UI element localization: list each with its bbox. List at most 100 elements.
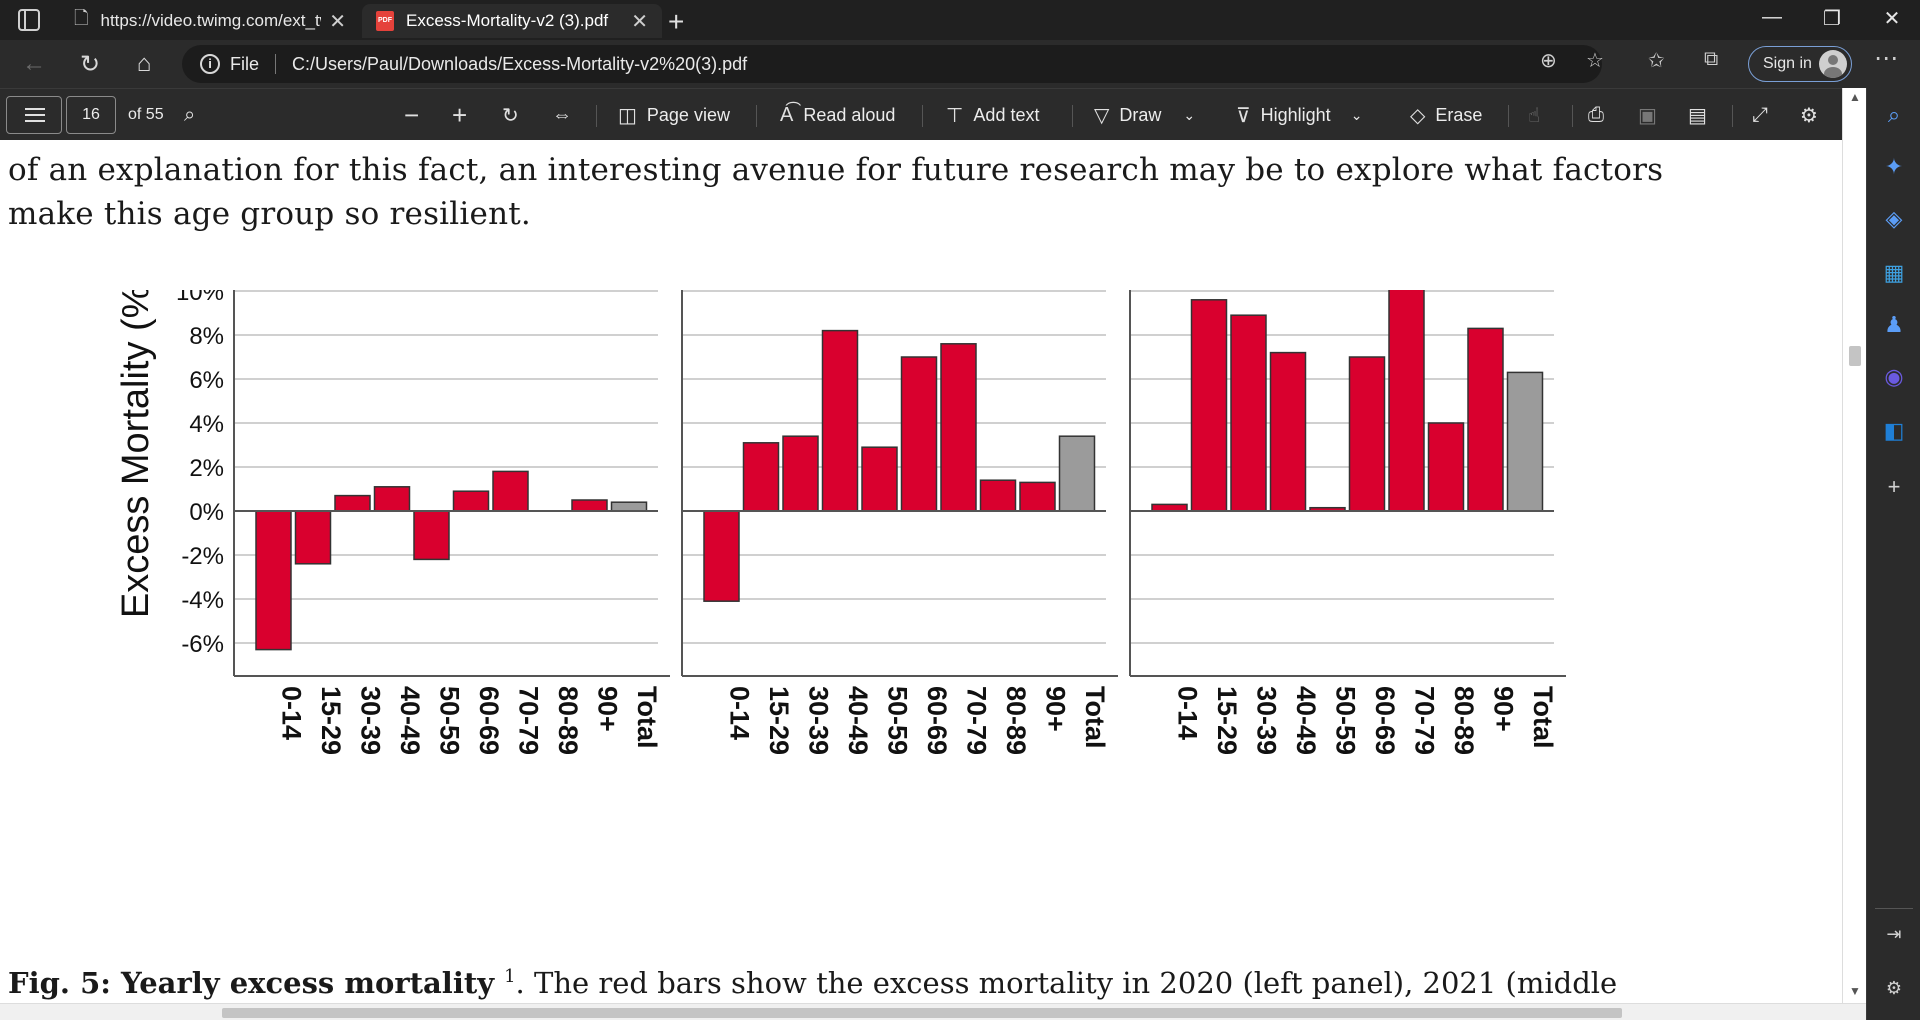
y-tick-label: 6% <box>189 367 224 394</box>
fullscreen-icon[interactable]: ⤢ <box>1752 103 1768 126</box>
add-favorite-icon[interactable]: ☆ <box>1586 50 1604 72</box>
search-icon[interactable]: ⌕ <box>184 103 196 126</box>
zoom-icon[interactable]: ⊕ <box>1540 50 1557 72</box>
erase-button[interactable]: ◇ Erase <box>1410 104 1483 127</box>
add-text-icon: ⊤ <box>946 104 964 127</box>
x-tick-label: 60-69 <box>1370 686 1400 755</box>
bar <box>1467 327 1504 512</box>
x-tick-label: 80-89 <box>553 686 583 755</box>
draw-icon: ▽ <box>1094 104 1110 127</box>
x-tick-label: Total <box>632 686 662 749</box>
hide-sidebar-icon[interactable]: ⇥ <box>1886 924 1902 944</box>
chevron-down-icon: ⌄ <box>1350 106 1363 123</box>
x-tick-label: 90+ <box>593 686 623 732</box>
scroll-thumb[interactable] <box>222 1008 1622 1018</box>
search-icon[interactable]: ⌕ <box>1887 102 1901 127</box>
bar <box>1230 314 1267 512</box>
draw-button[interactable]: ▽ Draw ⌄ <box>1094 104 1196 127</box>
divider <box>1508 105 1509 127</box>
vertical-scrollbar[interactable]: ▲ ▼ <box>1842 88 1866 1003</box>
divider <box>1875 908 1913 909</box>
divider <box>1072 105 1073 127</box>
more-icon[interactable]: ⋯ <box>1874 45 1898 72</box>
settings-icon[interactable]: ⚙ <box>1885 978 1903 998</box>
x-tick-label: 50-59 <box>883 686 913 755</box>
highlight-button[interactable]: ⊽ Highlight ⌄ <box>1236 104 1363 127</box>
fit-width-icon[interactable]: ⇔ <box>552 103 572 126</box>
divider <box>922 105 923 127</box>
divider <box>275 54 277 74</box>
bar <box>782 435 819 512</box>
refresh-icon[interactable]: ↻ <box>79 51 101 78</box>
close-icon[interactable]: ✕ <box>631 10 648 33</box>
collections-icon[interactable]: ⧉ <box>1704 48 1719 70</box>
bar <box>703 510 740 602</box>
horizontal-scrollbar[interactable] <box>0 1003 1866 1020</box>
caption-text: . The red bars show the excess mortality… <box>515 966 1618 1000</box>
save-as-icon[interactable]: ▤ <box>1688 104 1707 127</box>
window-close-icon[interactable]: ✕ <box>1883 8 1901 30</box>
copilot-icon[interactable]: ✦ <box>1884 154 1904 179</box>
close-icon[interactable]: ✕ <box>329 10 346 33</box>
tab-twimg[interactable]: 🗋 https://video.twimg.com/ext_tw_ ✕ <box>60 4 360 38</box>
read-aloud-button[interactable]: A͡ Read aloud <box>780 103 896 126</box>
pdf-toolbar: 16 of 55 ⌕ − + ↻ ⇔ ◫ Page view A͡ Read alo… <box>0 88 1842 140</box>
tab-actions-icon[interactable] <box>18 9 40 31</box>
bar <box>413 510 450 561</box>
games-icon[interactable]: ♟ <box>1884 312 1904 337</box>
page-count: of 55 <box>128 106 164 123</box>
y-tick-label: 2% <box>189 455 224 482</box>
bar <box>1058 435 1096 512</box>
rotate-icon[interactable]: ↻ <box>502 104 519 127</box>
url-text[interactable]: C:/Users/Paul/Downloads/Excess-Mortality… <box>292 53 748 74</box>
address-bar: ← ↻ ⌂ i File C:/Users/Paul/Downloads/Exc… <box>0 40 1920 88</box>
bar <box>1506 371 1544 512</box>
scheme-label: File <box>230 53 260 74</box>
touch-icon[interactable]: ☝ <box>1528 104 1541 127</box>
avatar <box>1819 50 1847 78</box>
x-tick-label: 0-14 <box>1173 686 1203 740</box>
bar <box>610 501 648 512</box>
zoom-in-icon[interactable]: + <box>452 99 468 130</box>
save-icon[interactable]: ▣ <box>1638 104 1657 127</box>
favorites-icon[interactable]: ✩ <box>1648 50 1665 72</box>
x-tick-label: 40-49 <box>1291 686 1321 755</box>
add-icon[interactable]: + <box>1887 474 1901 499</box>
info-icon[interactable]: i <box>200 54 220 74</box>
x-tick-label: 0-14 <box>725 686 755 740</box>
settings-icon[interactable]: ⚙ <box>1800 104 1818 127</box>
scroll-down-icon[interactable]: ▼ <box>1849 984 1861 998</box>
page-number-input[interactable]: 16 <box>66 96 116 134</box>
back-icon[interactable]: ← <box>22 50 46 77</box>
x-tick-label: 0-14 <box>277 686 307 740</box>
restore-icon[interactable]: ❐ <box>1823 8 1841 30</box>
tab-pdf[interactable]: PDF Excess-Mortality-v2 (3).pdf ✕ <box>362 4 662 38</box>
bar <box>294 510 332 565</box>
scroll-thumb[interactable] <box>1849 346 1861 366</box>
tools-icon[interactable]: ▦ <box>1883 260 1905 285</box>
shopping-icon[interactable]: ◈ <box>1885 206 1903 231</box>
home-icon[interactable]: ⌂ <box>136 50 152 77</box>
new-tab-icon[interactable]: + <box>668 6 685 37</box>
sign-in-button[interactable]: Sign in <box>1748 46 1852 82</box>
url-field[interactable]: i File C:/Users/Paul/Downloads/Excess-Mo… <box>182 45 1602 83</box>
minimize-icon[interactable]: — <box>1762 6 1782 28</box>
print-icon[interactable]: ⎙ <box>1588 103 1604 126</box>
y-axis-label: Excess Mortality (%) <box>115 290 157 618</box>
table-of-contents-button[interactable] <box>6 96 62 134</box>
bar <box>373 486 411 512</box>
caption-title: Fig. 5: Yearly excess mortality <box>8 966 495 1000</box>
office-icon[interactable]: ◉ <box>1884 364 1904 389</box>
bar <box>861 446 898 512</box>
outlook-icon[interactable]: ◧ <box>1883 418 1905 443</box>
eraser-icon: ◇ <box>1410 104 1426 127</box>
divider <box>596 105 597 127</box>
add-text-button[interactable]: ⊤ Add text <box>946 104 1040 127</box>
zoom-out-icon[interactable]: − <box>404 99 420 130</box>
page-view-button[interactable]: ◫ Page view <box>618 104 730 127</box>
scroll-up-icon[interactable]: ▲ <box>1849 90 1861 104</box>
paragraph-line: of an explanation for this fact, an inte… <box>8 152 1664 188</box>
bar <box>334 494 371 512</box>
sign-in-label: Sign in <box>1763 55 1812 72</box>
x-tick-label: 40-49 <box>843 686 873 755</box>
